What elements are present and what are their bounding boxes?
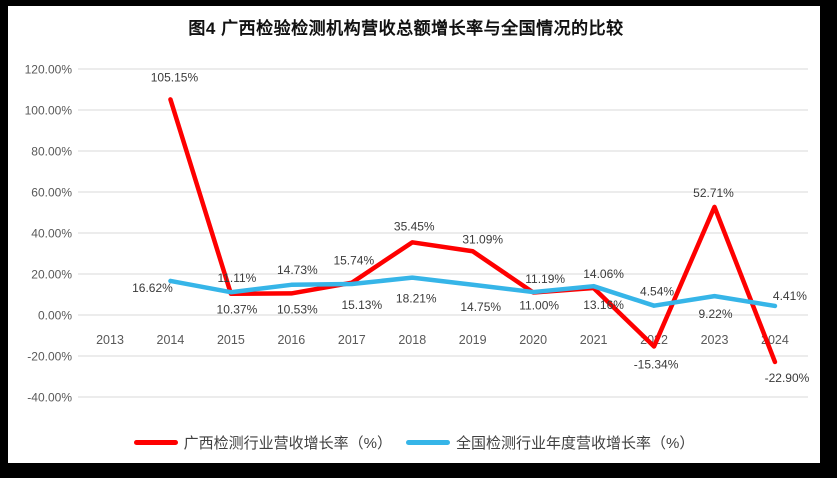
y-axis-tick-label: 100.00% bbox=[25, 104, 73, 118]
data-label-1-2015: 11.11% bbox=[217, 271, 256, 285]
legend-blue-line-swatch bbox=[406, 440, 450, 445]
series-line-1 bbox=[168, 275, 778, 309]
x-axis-tick-label: 2023 bbox=[701, 333, 729, 347]
data-label-1-2024: 4.41% bbox=[773, 289, 807, 303]
data-label-1-2014: 16.62% bbox=[132, 281, 173, 295]
data-label-1-2021: 14.06% bbox=[583, 267, 624, 281]
data-label-0-2017: 15.74% bbox=[333, 254, 374, 268]
y-axis-tick-label: 20.00% bbox=[31, 268, 72, 282]
data-label-0-2019: 31.09% bbox=[462, 232, 503, 246]
x-axis-tick-label: 2018 bbox=[398, 333, 426, 347]
data-label-1-2019: 14.75% bbox=[460, 300, 501, 314]
data-label-0-2015: 10.37% bbox=[217, 303, 258, 317]
y-axis-tick-label: 80.00% bbox=[31, 145, 72, 159]
chart-legend: 广西检测行业营收增长率（%） 全国检测行业年度营收增长率（%） bbox=[8, 432, 820, 453]
data-label-1-2016: 14.73% bbox=[277, 263, 318, 277]
y-axis-tick-label: 0.00% bbox=[38, 309, 72, 323]
y-axis-tick-label: -20.00% bbox=[27, 350, 72, 364]
y-axis-tick-label: 40.00% bbox=[31, 227, 72, 241]
y-axis-tick-label: -40.00% bbox=[27, 391, 72, 405]
x-axis-tick-label: 2014 bbox=[157, 333, 185, 347]
data-label-1-2017: 15.13% bbox=[341, 298, 382, 312]
data-label-0-2024: -22.90% bbox=[765, 371, 810, 385]
x-axis-tick-label: 2022 bbox=[640, 333, 668, 347]
legend-red-line-swatch bbox=[133, 440, 178, 445]
data-label-1-2020: 11.19% bbox=[525, 272, 565, 286]
legend-item-guangxi: 广西检测行业营收增长率（%） bbox=[133, 432, 392, 453]
data-label-1-2018: 18.21% bbox=[396, 292, 437, 306]
legend-label-guangxi: 广西检测行业营收增长率（%） bbox=[183, 435, 392, 452]
data-label-0-2023: 52.71% bbox=[693, 186, 734, 200]
x-axis-tick-label: 2017 bbox=[338, 333, 366, 347]
data-label-0-2018: 35.45% bbox=[394, 219, 435, 233]
data-label-0-2020: 11.00% bbox=[519, 298, 559, 312]
data-label-0-2021: 13.16% bbox=[583, 298, 624, 312]
legend-item-national: 全国检测行业年度营收增长率（%） bbox=[406, 432, 694, 453]
legend-label-national: 全国检测行业年度营收增长率（%） bbox=[456, 435, 695, 452]
y-axis-tick-label: 60.00% bbox=[31, 186, 72, 200]
chart-title: 图4 广西检验检测机构营收总额增长率与全国情况的比较 bbox=[188, 19, 624, 38]
y-axis-tick-label: 120.00% bbox=[25, 63, 73, 77]
x-axis-tick-label: 2021 bbox=[580, 333, 608, 347]
x-axis-tick-label: 2015 bbox=[217, 333, 245, 347]
data-label-1-2023: 9.22% bbox=[698, 307, 732, 321]
series-line-0 bbox=[168, 97, 778, 365]
x-axis-tick-label: 2019 bbox=[459, 333, 487, 347]
x-axis-tick-label: 2013 bbox=[96, 333, 124, 347]
x-axis-tick-label: 2020 bbox=[519, 333, 547, 347]
x-axis-tick-label: 2016 bbox=[277, 333, 305, 347]
data-label-1-2022: 4.54% bbox=[640, 285, 674, 299]
data-label-0-2022: -15.34% bbox=[634, 357, 679, 371]
data-label-0-2014: 105.15% bbox=[151, 70, 199, 84]
data-label-0-2016: 10.53% bbox=[277, 302, 318, 316]
chart-panel: 图4 广西检验检测机构营收总额增长率与全国情况的比较 120.00% 100.00… bbox=[8, 6, 820, 463]
line-chart-plot-area: 120.00% 100.00% 80.00% 60.00% 40.00% 20.00% 0.… bbox=[25, 63, 810, 405]
